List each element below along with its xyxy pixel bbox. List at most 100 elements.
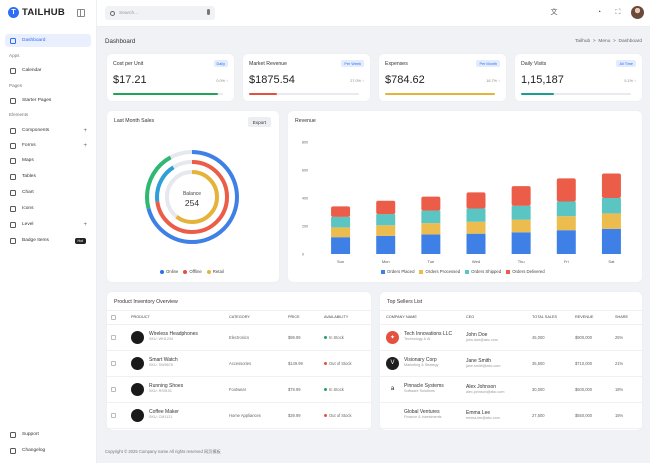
breadcrumb-item: Dashboard (618, 39, 642, 44)
status-dot (324, 387, 327, 391)
bar-segment-orders-shipped[interactable] (376, 214, 396, 226)
legend-label: Offline (189, 269, 202, 274)
table-row[interactable]: Running Shoes SKU: RS9101 Footwear $79.99 In… (107, 376, 371, 403)
bar-segment-orders-processed[interactable] (376, 225, 396, 236)
company-name[interactable]: Global Ventures (404, 408, 440, 415)
avatar[interactable] (631, 6, 644, 19)
bar-segment-orders-shipped[interactable] (556, 201, 576, 217)
company-name[interactable]: Visionary Corp (404, 356, 437, 363)
product-cell: Coffee Maker SKU: CM1121 (131, 402, 229, 429)
microphone-icon[interactable] (207, 9, 210, 15)
notification-icon[interactable]: ◔ (596, 9, 602, 16)
kpi-value: 1,15,187 (521, 74, 564, 86)
sidebar-item-forms[interactable]: Forms + (5, 139, 91, 152)
ceo-email[interactable]: emma.lee@abc.com (466, 416, 500, 420)
sidebar-item-badge-items[interactable]: Badge Items Hot (5, 234, 91, 247)
sidebar-item-changelog[interactable]: Changelog (5, 444, 91, 457)
bar-segment-orders-processed[interactable] (556, 216, 576, 231)
bar-segment-orders-shipped[interactable] (601, 198, 621, 214)
table-row[interactable]: ✦ Tech Innovations LLC Technology & AI John… (380, 324, 642, 351)
bar-segment-orders-delivered[interactable] (556, 178, 576, 202)
sidebar-item-tables[interactable]: Tables (5, 170, 91, 183)
bar-segment-orders-shipped[interactable] (331, 216, 351, 228)
bar-segment-orders-delivered[interactable] (376, 200, 396, 215)
bar-segment-orders-shipped[interactable] (466, 208, 486, 222)
bar-segment-orders-shipped[interactable] (421, 210, 441, 224)
sidebar-toggle-icon[interactable] (77, 9, 85, 17)
sidebar-item-level[interactable]: Level + (5, 218, 91, 231)
bar-segment-orders-processed[interactable] (421, 223, 441, 235)
sidebar-item-components[interactable]: Components + (5, 124, 91, 137)
table-row[interactable]: Smart Watch SKU: SW5678 Accessories $149.99… (107, 350, 371, 377)
bar-segment-orders-shipped[interactable] (511, 205, 531, 220)
table-row[interactable]: a Pinnacle Systems Software Solutions Alex … (380, 376, 642, 403)
breadcrumb-item[interactable]: Tailhub (575, 39, 591, 44)
bar-segment-orders-placed[interactable] (331, 237, 351, 254)
row-checkbox[interactable] (111, 412, 116, 418)
sidebar-item-dashboard[interactable]: Dashboard (5, 34, 91, 47)
bar-segment-orders-delivered[interactable] (331, 206, 351, 217)
bar-segment-orders-processed[interactable] (601, 213, 621, 229)
product-name[interactable]: Running Shoes (149, 382, 184, 389)
share-cell: 21% (615, 350, 642, 377)
bar-segment-orders-delivered[interactable] (421, 196, 441, 211)
brand-logo[interactable]: T TAILHUB (8, 7, 65, 18)
ceo-cell: Jane Smith jane.smith@abc.com (466, 350, 532, 377)
bar-segment-orders-delivered[interactable] (601, 173, 621, 199)
company-name[interactable]: Pinnacle Systems (404, 382, 444, 389)
sidebar-item-icons[interactable]: Icons (5, 202, 91, 215)
sidebar-item-calendar[interactable]: Calendar (5, 64, 91, 77)
sidebar-item-chart[interactable]: Chart (5, 186, 91, 199)
select-all-checkbox[interactable] (111, 314, 116, 320)
bar-segment-orders-delivered[interactable] (466, 192, 486, 209)
kpi-value: $784.62 (385, 74, 425, 86)
bar-segment-orders-processed[interactable] (466, 221, 486, 234)
sidebar-item-support[interactable]: Support (5, 428, 91, 441)
sidebar-item-starter-pages[interactable]: Starter Pages (5, 94, 91, 107)
row-checkbox[interactable] (111, 334, 116, 340)
product-name[interactable]: Coffee Maker (149, 408, 179, 415)
table-row[interactable]: V Visionary Corp Marketing & Strategy Jane … (380, 350, 642, 377)
expand-icon[interactable]: + (83, 142, 87, 149)
bar-segment-orders-placed[interactable] (556, 230, 576, 254)
expand-icon[interactable]: + (83, 127, 87, 134)
table-row[interactable]: Coffee Maker SKU: CM1121 Home Appliances $3… (107, 402, 371, 429)
fullscreen-icon[interactable]: ⛶ (615, 9, 621, 16)
export-button[interactable]: Export (247, 117, 271, 127)
bar-segment-orders-placed[interactable] (466, 233, 486, 254)
translate-icon[interactable]: 文 (550, 9, 558, 16)
card-title: Last Month Sales (114, 118, 155, 124)
sidebar-item-label: Forms (22, 143, 36, 148)
bar-segment-orders-placed[interactable] (421, 234, 441, 254)
bar-segment-orders-placed[interactable] (376, 235, 396, 254)
search-input[interactable]: Search... (105, 6, 215, 20)
bar-segment-orders-processed[interactable] (511, 219, 531, 233)
bar-segment-orders-placed[interactable] (511, 232, 531, 254)
breadcrumb-item[interactable]: Menu (598, 39, 611, 44)
availability-cell: In Stock (324, 376, 371, 403)
ceo-email[interactable]: jane.smith@abc.com (466, 364, 501, 368)
price-cell: $99.99 (288, 324, 324, 351)
bar-segment-orders-placed[interactable] (601, 228, 621, 254)
sales-radial-chart (145, 150, 239, 244)
company-name[interactable]: Tech Innovations LLC (404, 330, 453, 337)
column-header: PRICE (288, 311, 324, 325)
sidebar-item-maps[interactable]: Maps (5, 154, 91, 167)
bar-segment-orders-processed[interactable] (331, 227, 351, 238)
row-checkbox[interactable] (111, 386, 116, 392)
expand-icon[interactable]: + (83, 221, 87, 228)
table-row[interactable]: Wireless Headphones SKU: WH1234 Electronic… (107, 324, 371, 351)
grid-icon (10, 205, 16, 212)
ceo-email[interactable]: alex.johnson@abc.com (466, 390, 505, 394)
kpi-progress-fill (385, 93, 495, 95)
status-dot (324, 413, 327, 417)
sales-cell: 35,500 (532, 350, 575, 377)
logo-icon: T (8, 7, 19, 18)
product-name[interactable]: Smart Watch (149, 356, 178, 363)
ceo-email[interactable]: john.doe@abc.com (466, 338, 498, 342)
product-name[interactable]: Wireless Headphones (149, 330, 198, 337)
product-thumbnail (131, 330, 144, 344)
table-row[interactable]: Global Ventures Finance & Investments Emma… (380, 402, 642, 429)
row-checkbox[interactable] (111, 360, 116, 366)
bar-segment-orders-delivered[interactable] (511, 186, 531, 206)
